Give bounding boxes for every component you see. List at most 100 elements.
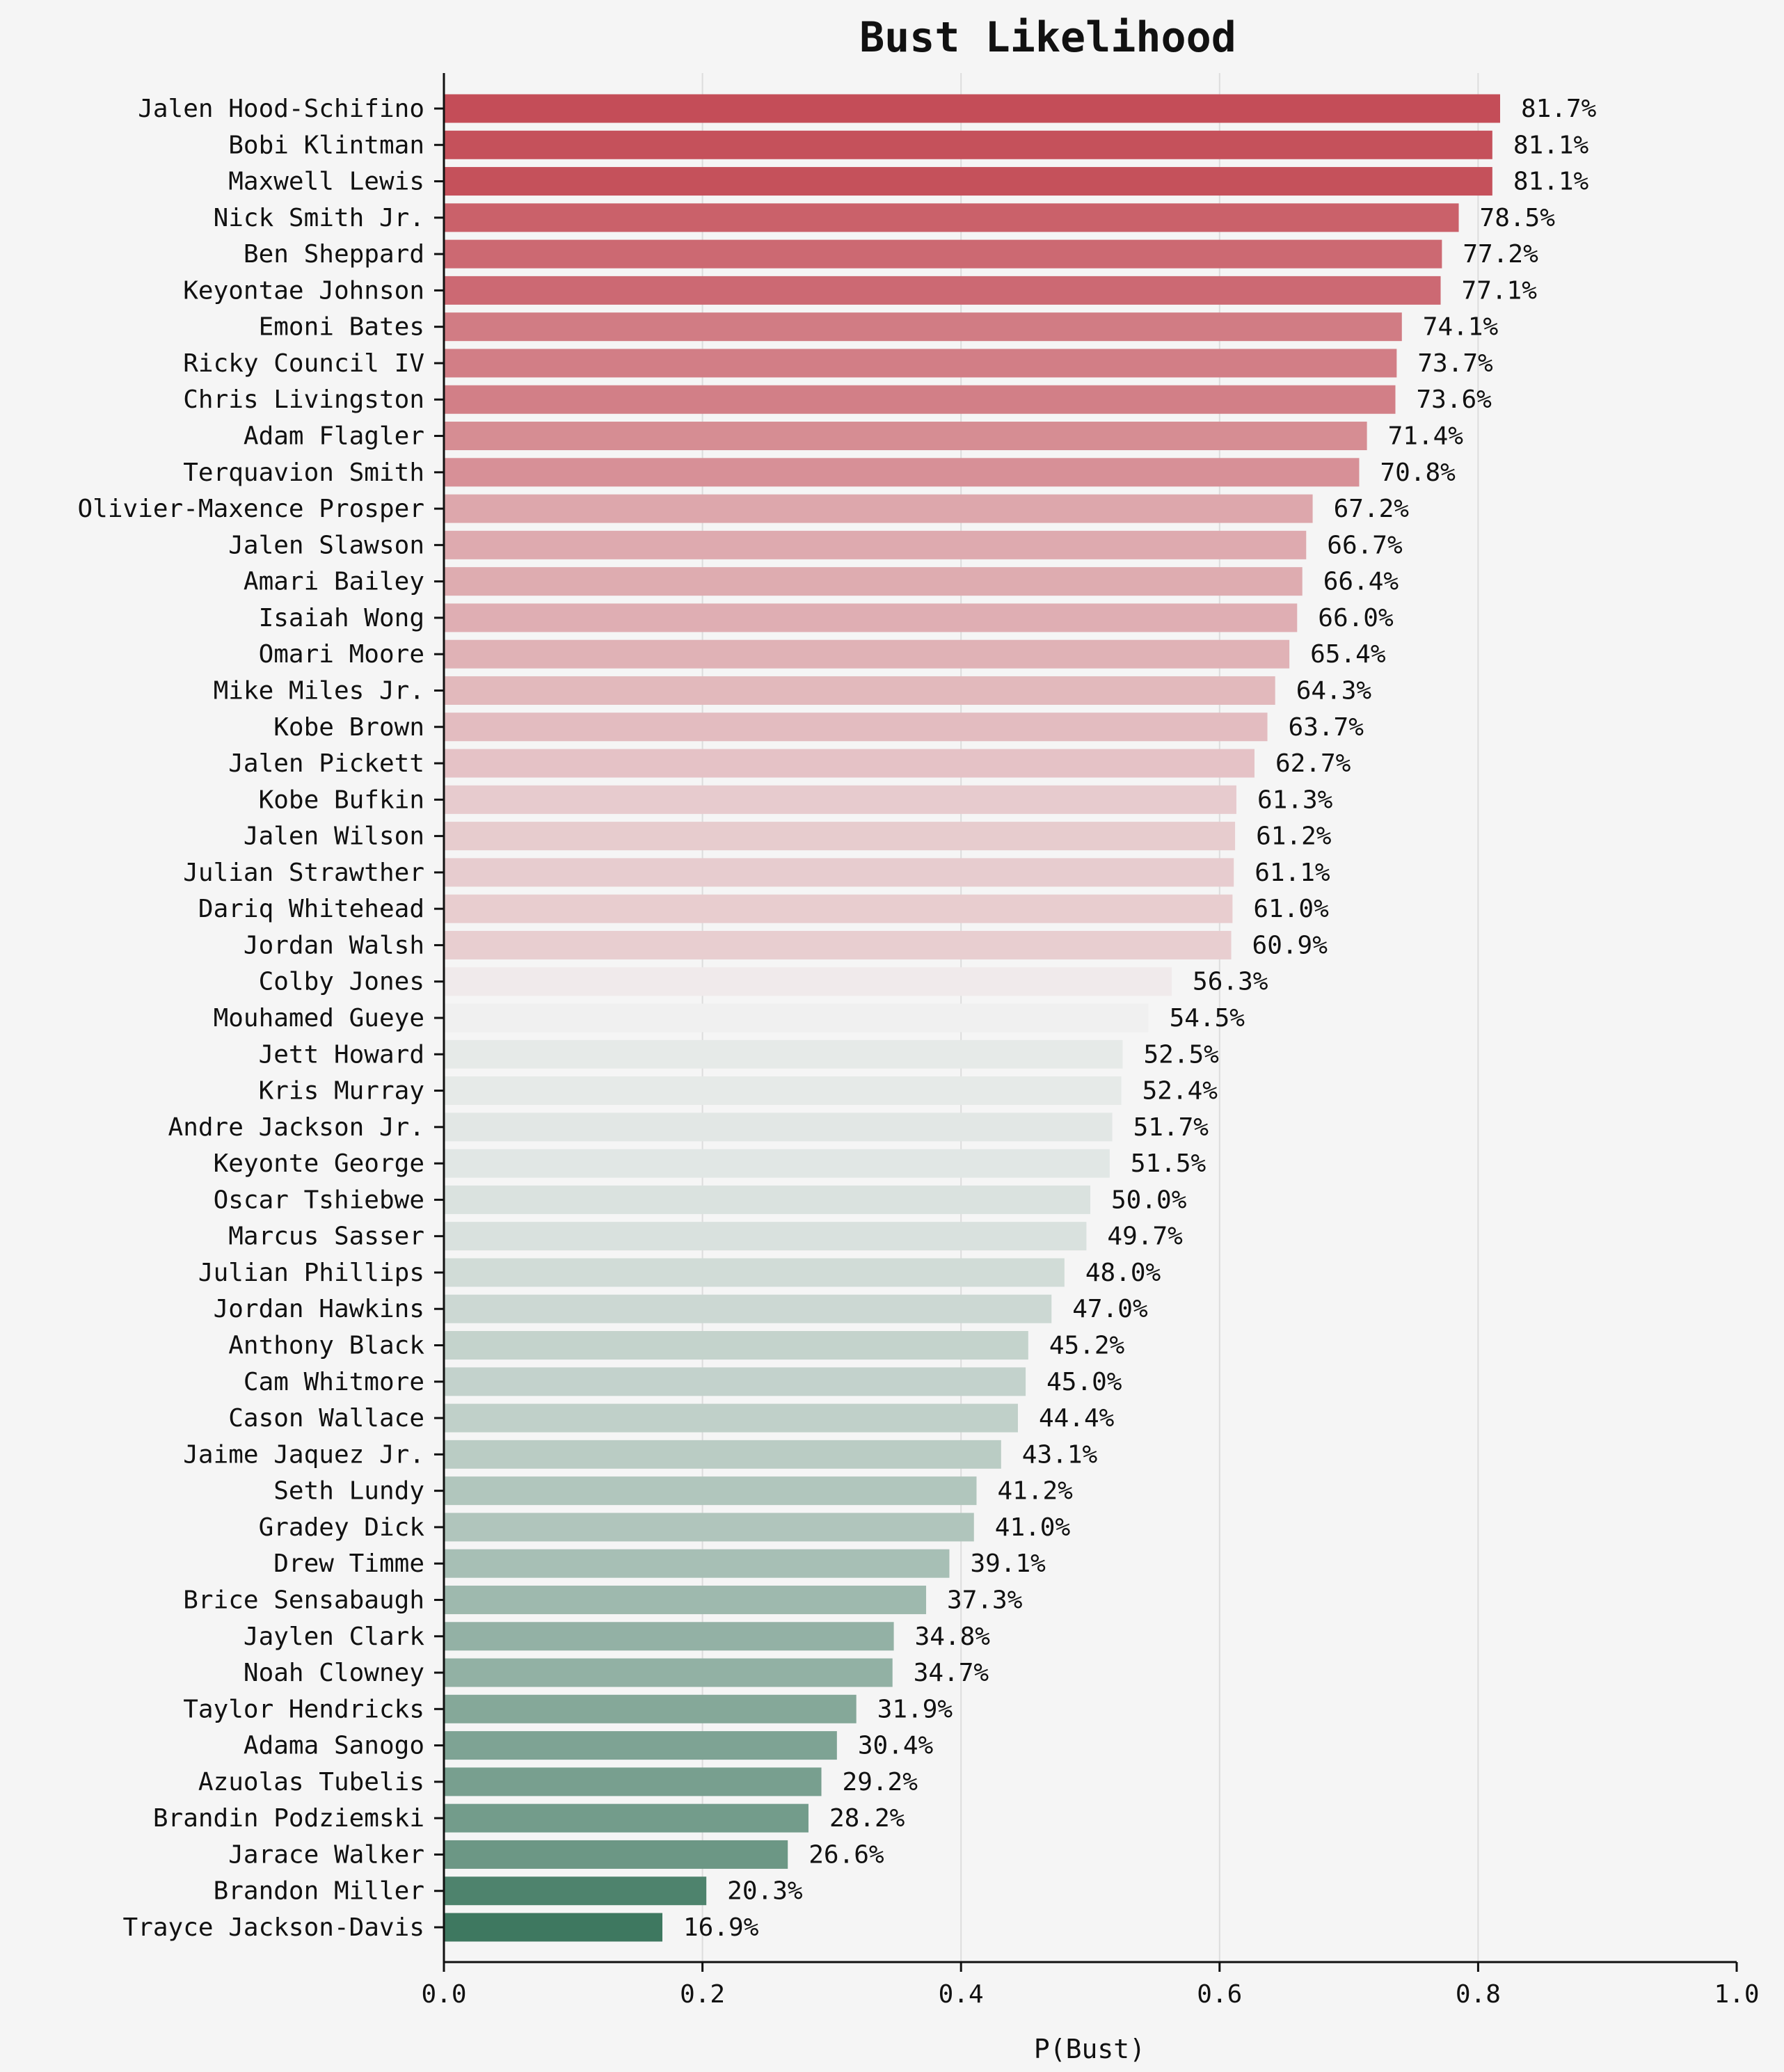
y-tick-label: Jarace Walker [228,1840,424,1869]
y-tick-label: Julian Phillips [198,1259,424,1287]
data-label: 63.7% [1289,713,1364,742]
bar [444,1258,1065,1287]
data-label: 45.0% [1046,1368,1122,1396]
data-label: 65.4% [1310,640,1386,669]
data-label: 49.7% [1107,1222,1183,1251]
data-label: 52.4% [1142,1077,1218,1106]
x-tick-layer: 0.0 0.2 0.4 0.6 0.8 1.0 [421,1962,1760,2009]
bar [444,203,1459,232]
y-tick-label: Mike Miles Jr. [214,676,424,705]
data-label: 51.7% [1133,1113,1209,1142]
y-tick-label: Jalen Pickett [228,749,424,778]
y-tick-label: Nick Smith Jr. [214,204,424,232]
data-label: 47.0% [1072,1295,1148,1323]
y-tick-label: Jalen Hood-Schifino [138,95,424,123]
data-label: 64.3% [1296,676,1372,705]
data-label: 54.5% [1170,1004,1245,1033]
y-tick-label: Ricky Council IV [183,349,424,378]
data-label: 77.2% [1463,240,1538,269]
data-label: 61.0% [1253,895,1329,923]
y-tick-label: Andre Jackson Jr. [168,1113,424,1142]
y-tick-label: Gradey Dick [259,1513,425,1542]
x-tick-label: 1.0 [1714,1980,1759,2009]
data-label: 31.9% [877,1695,953,1723]
x-tick-label: 0.2 [680,1980,725,2009]
data-label: 51.5% [1131,1149,1206,1178]
bar [444,894,1233,923]
bar [444,822,1236,851]
data-label: 29.2% [843,1768,918,1796]
data-label-layer: 81.7% 81.1% 81.1% 78.5% 77.2% 77.1% 74.1% 73.7%… [683,95,1597,1942]
y-tick-label: Jalen Wilson [244,822,424,851]
x-tick-label: 0.0 [421,1980,466,2009]
bar [444,94,1500,123]
x-axis-label: P(Bust) [1034,2034,1145,2064]
bar [444,930,1232,959]
y-tick-label: Noah Clowney [244,1659,424,1687]
bar [444,422,1367,451]
data-label: 28.2% [829,1804,905,1833]
y-tick-label: Brandon Miller [214,1877,424,1906]
y-tick-label: Kobe Brown [273,713,424,742]
y-tick-label: Taylor Hendricks [183,1695,424,1723]
bar [444,858,1234,887]
data-label: 41.0% [995,1513,1071,1542]
bar [444,1039,1123,1069]
data-label: 56.3% [1193,968,1268,996]
bar [444,1149,1110,1178]
data-label: 43.1% [1022,1440,1098,1469]
y-tick-label: Colby Jones [259,968,424,996]
data-label: 70.8% [1380,459,1456,487]
data-label: 39.1% [970,1549,1046,1578]
bar [444,1222,1087,1251]
data-label: 67.2% [1334,495,1410,523]
data-label: 61.2% [1256,822,1332,851]
bar [444,603,1298,632]
bar [444,494,1313,523]
bar [444,1403,1018,1433]
y-tick-label: Dariq Whitehead [198,895,424,923]
y-tick-label: Maxwell Lewis [228,168,424,196]
data-label: 66.7% [1327,531,1403,559]
bar [444,1076,1122,1106]
data-label: 50.0% [1111,1186,1187,1214]
bar [444,1694,857,1723]
y-tick-label: Keyonte George [214,1149,424,1178]
bar [444,385,1396,414]
data-label: 74.1% [1423,313,1499,342]
data-label: 20.3% [727,1877,803,1906]
y-tick-label: Omari Moore [259,640,424,669]
y-tick-label: Trayce Jackson-Davis [123,1913,424,1942]
data-label: 66.4% [1323,568,1399,596]
y-tick-label: Brice Sensabaugh [183,1586,424,1614]
bar-layer [444,94,1500,1942]
data-label: 61.1% [1255,859,1330,887]
bar [444,1585,927,1614]
y-tick-label: Azuolas Tubelis [198,1768,424,1796]
y-tick-label: Kris Murray [259,1077,424,1106]
y-tick-label: Jett Howard [259,1040,424,1069]
y-tick-label: Isaiah Wong [259,604,424,632]
bar [444,1767,822,1796]
data-label: 30.4% [858,1732,934,1760]
data-label: 34.7% [914,1659,989,1687]
y-tick-label: Bobi Klintman [228,131,424,159]
y-tick-label: Jordan Walsh [244,931,424,959]
y-tick-label: Oscar Tshiebwe [214,1186,424,1214]
bar [444,1622,894,1651]
y-tick-label: Chris Livingston [183,385,424,414]
y-tick-label: Anthony Black [228,1332,424,1360]
y-tick-label: Terquavion Smith [183,459,424,487]
data-label: 77.1% [1462,276,1538,305]
data-label: 81.7% [1521,95,1597,123]
data-label: 81.1% [1513,131,1589,159]
data-label: 78.5% [1480,204,1556,232]
y-tick-label: Adam Flagler [244,422,424,451]
data-label: 41.2% [997,1477,1073,1506]
y-tick-label: Jordan Hawkins [214,1295,424,1323]
y-tick-label: Mouhamed Gueye [214,1004,424,1033]
y-tick-label: Julian Strawther [183,859,424,887]
